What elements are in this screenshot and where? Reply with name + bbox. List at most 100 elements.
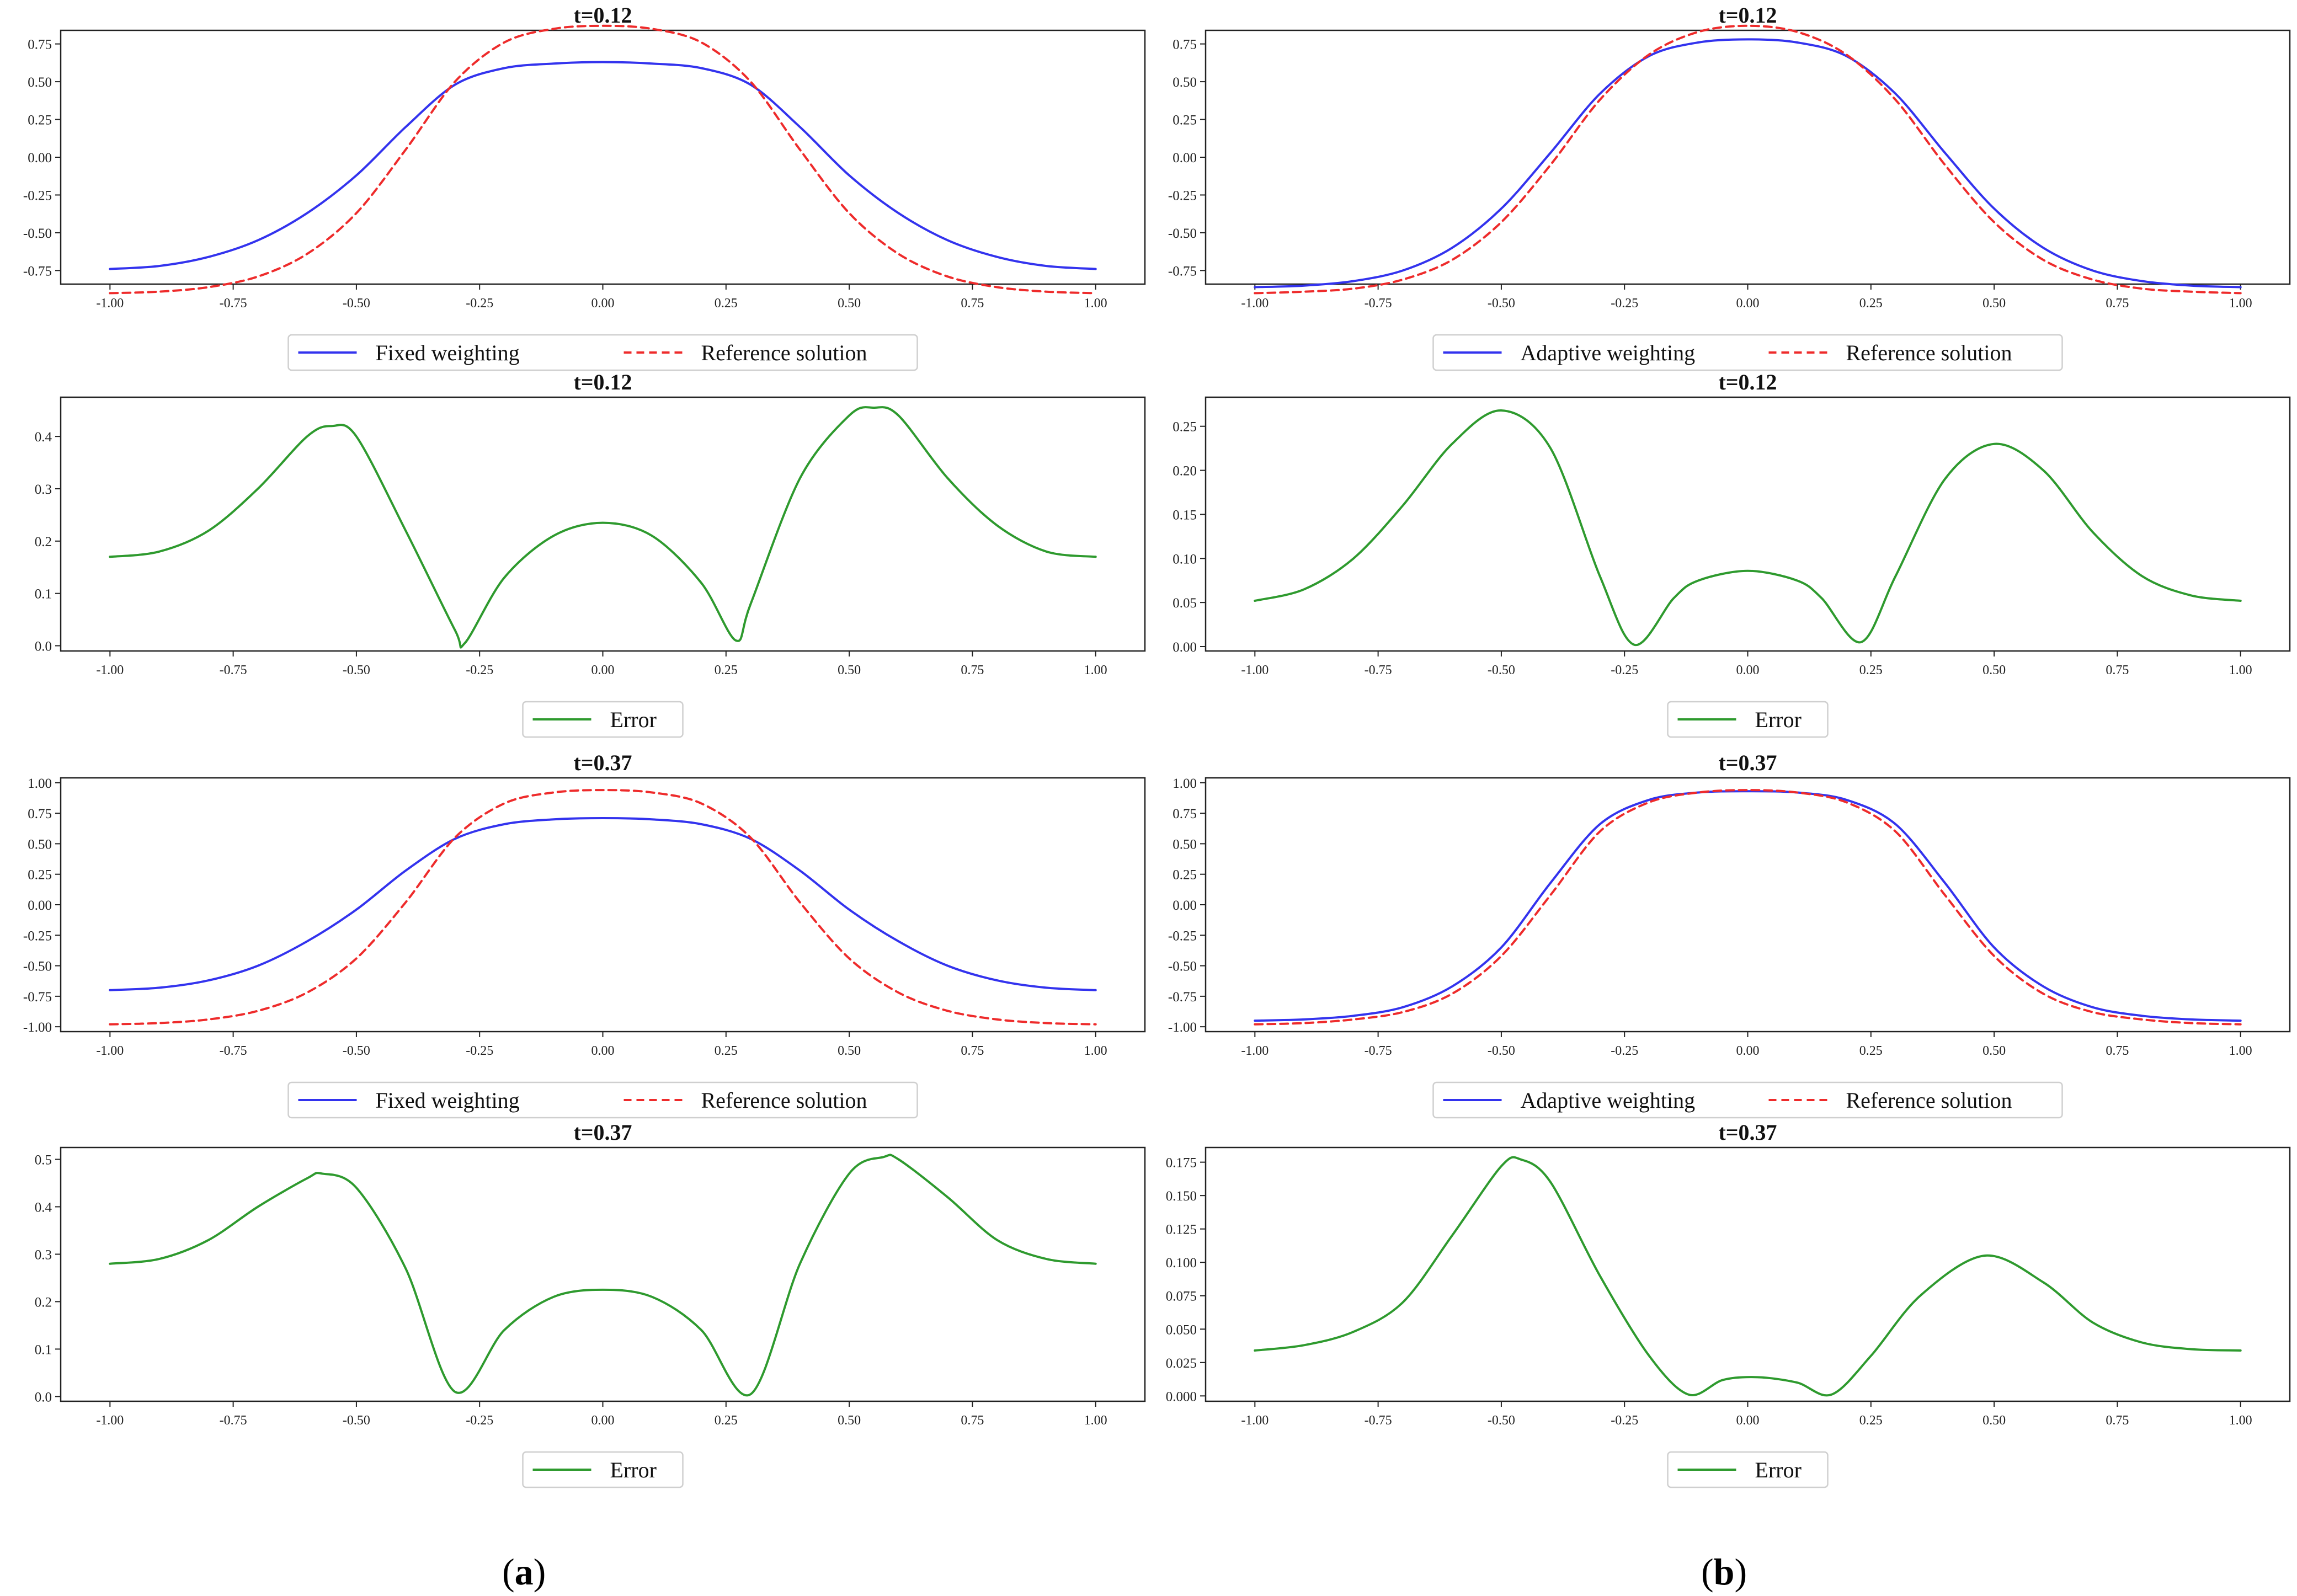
- x-tick-label: 1.00: [1084, 1413, 1107, 1428]
- y-tick-label: -1.00: [23, 1020, 52, 1035]
- y-tick-label: 0.15: [1173, 508, 1197, 522]
- x-tick-label: 0.75: [961, 1044, 984, 1058]
- chart-a1: t=0.12 -1.00 -0.75 -0.50 -0.25 0.00 0.25 0.50 0.…: [23, 3, 1146, 371]
- panel-label-b: (b): [1701, 1551, 1747, 1593]
- y-tick-label: 0.4: [35, 1200, 52, 1215]
- x-tick-label: 0.75: [961, 296, 984, 311]
- x-tick-label: 0.50: [838, 1044, 861, 1058]
- y-tick-label: 0.00: [1173, 151, 1197, 166]
- chart-b1: t=0.12 -1.00 -0.75 -0.50 -0.25 0.00 0.25 0.50 0.…: [1168, 3, 2291, 371]
- x-tick-label: 0.50: [1982, 296, 2006, 311]
- y-tick-label: 0.00: [1173, 898, 1197, 913]
- y-tick-label: 0.75: [1173, 807, 1197, 821]
- y-tick-label: 1.00: [1173, 776, 1197, 791]
- series-line-error: [109, 406, 1097, 649]
- y-tick-label: -0.25: [23, 928, 52, 943]
- legend-label: Fixed weighting: [376, 1088, 520, 1113]
- y-tick-label: 1.00: [28, 776, 52, 791]
- y-tick-label: -0.25: [1168, 928, 1197, 943]
- legend-box: [1432, 1081, 2063, 1119]
- x-tick-label: -0.50: [1488, 296, 1515, 311]
- x-tick-label: -1.00: [1241, 296, 1269, 311]
- x-tick-label: -0.75: [1365, 296, 1392, 311]
- x-tick-label: -0.50: [1488, 1044, 1515, 1058]
- x-tick-label: 1.00: [1084, 663, 1107, 677]
- x-tick-label: -1.00: [96, 296, 124, 311]
- x-tick-label: -0.25: [466, 1044, 493, 1058]
- x-tick-label: 1.00: [2229, 1413, 2252, 1428]
- x-tick-label: -1.00: [1241, 1044, 1269, 1058]
- y-tick-label: 0.2: [35, 1295, 52, 1310]
- chart-b3: t=0.37 -1.00 -0.75 -0.50 -0.25 0.00 0.25 0.50 0.…: [1168, 750, 2291, 1119]
- x-tick-label: -0.25: [1611, 1413, 1638, 1428]
- y-tick-label: 0.00: [28, 898, 52, 913]
- y-tick-label: -0.50: [23, 959, 52, 974]
- x-tick-label: -0.25: [466, 663, 493, 677]
- legend-label: Reference solution: [701, 1088, 867, 1113]
- legend: Fixed weighting Reference solution: [287, 334, 918, 371]
- y-tick-label: 0.2: [35, 535, 52, 549]
- plot-frame: [60, 396, 1146, 652]
- x-tick-label: 0.75: [961, 1413, 984, 1428]
- legend: Adaptive weighting Reference solution: [1432, 334, 2063, 371]
- x-tick-label: 0.75: [961, 663, 984, 677]
- y-tick-label: 0.00: [28, 151, 52, 166]
- plot-frame: [1205, 1146, 2291, 1402]
- x-tick-label: 0.50: [1982, 663, 2006, 677]
- legend-box: [287, 1081, 918, 1119]
- chart-a2: t=0.12 -1.00 -0.75 -0.50 -0.25 0.00 0.25 0.50 0.…: [35, 370, 1146, 738]
- x-tick-label: -0.75: [220, 1044, 247, 1058]
- x-tick-label: 0.50: [1982, 1413, 2006, 1428]
- plot-frame: [1205, 29, 2291, 285]
- y-tick-label: -1.00: [1168, 1020, 1197, 1035]
- legend-label: Adaptive weighting: [1521, 1088, 1696, 1113]
- x-tick-label: 0.75: [2106, 663, 2129, 677]
- x-tick-label: 0.25: [1859, 1044, 1883, 1058]
- x-tick-label: 1.00: [2229, 1044, 2252, 1058]
- y-tick-label: 0.25: [28, 113, 52, 128]
- x-tick-label: -1.00: [96, 663, 124, 677]
- y-tick-label: -0.75: [23, 264, 52, 279]
- x-tick-label: -0.25: [466, 1413, 493, 1428]
- legend: Fixed weighting Reference solution: [287, 1081, 918, 1119]
- y-tick-label: 0.50: [28, 837, 52, 852]
- y-tick-label: 0.50: [1173, 837, 1197, 852]
- y-tick-label: 0.25: [1173, 113, 1197, 128]
- y-tick-label: 0.20: [1173, 464, 1197, 479]
- x-tick-label: 0.25: [715, 663, 738, 677]
- series-line-error: [1254, 1156, 2242, 1397]
- legend-label: Error: [1755, 707, 1802, 732]
- y-tick-label: -0.75: [1168, 264, 1197, 279]
- x-tick-label: -0.50: [343, 663, 370, 677]
- legend-label: Reference solution: [1846, 340, 2012, 365]
- y-tick-label: 0.25: [1173, 420, 1197, 435]
- x-tick-label: 0.00: [1736, 1413, 1760, 1428]
- series-line-adaptive-weighting: [1254, 38, 2242, 289]
- series-line-fixed-weighting: [109, 61, 1097, 270]
- legend-box: [522, 701, 684, 738]
- x-tick-label: 0.00: [1736, 1044, 1760, 1058]
- x-tick-label: 1.00: [1084, 1044, 1107, 1058]
- x-tick-label: -0.75: [1365, 1044, 1392, 1058]
- y-tick-label: 0.4: [35, 430, 52, 445]
- y-tick-label: 0.5: [35, 1152, 52, 1167]
- chart-a3: t=0.37 -1.00 -0.75 -0.50 -0.25 0.00 0.25 0.50 0.…: [23, 750, 1146, 1119]
- legend-box: [1667, 701, 1829, 738]
- x-tick-label: 0.75: [2106, 1044, 2129, 1058]
- plot-frame: [1205, 777, 2291, 1033]
- x-tick-label: 0.00: [591, 663, 615, 677]
- series-line-reference-solution: [1254, 24, 2242, 295]
- chart-title: t=0.37: [573, 750, 632, 775]
- y-tick-label: -0.25: [1168, 188, 1197, 203]
- legend: Error: [1667, 1451, 1829, 1488]
- chart-title: t=0.37: [1718, 1120, 1777, 1145]
- x-tick-label: -0.75: [1365, 663, 1392, 677]
- chart-title: t=0.37: [573, 1120, 632, 1145]
- plot-frame: [60, 777, 1146, 1033]
- y-tick-label: 0.75: [28, 807, 52, 821]
- x-tick-label: 0.25: [715, 296, 738, 311]
- y-tick-label: 0.25: [28, 868, 52, 883]
- chart-title: t=0.37: [1718, 750, 1777, 775]
- y-tick-label: 0.25: [1173, 868, 1197, 883]
- x-tick-label: 0.75: [2106, 296, 2129, 311]
